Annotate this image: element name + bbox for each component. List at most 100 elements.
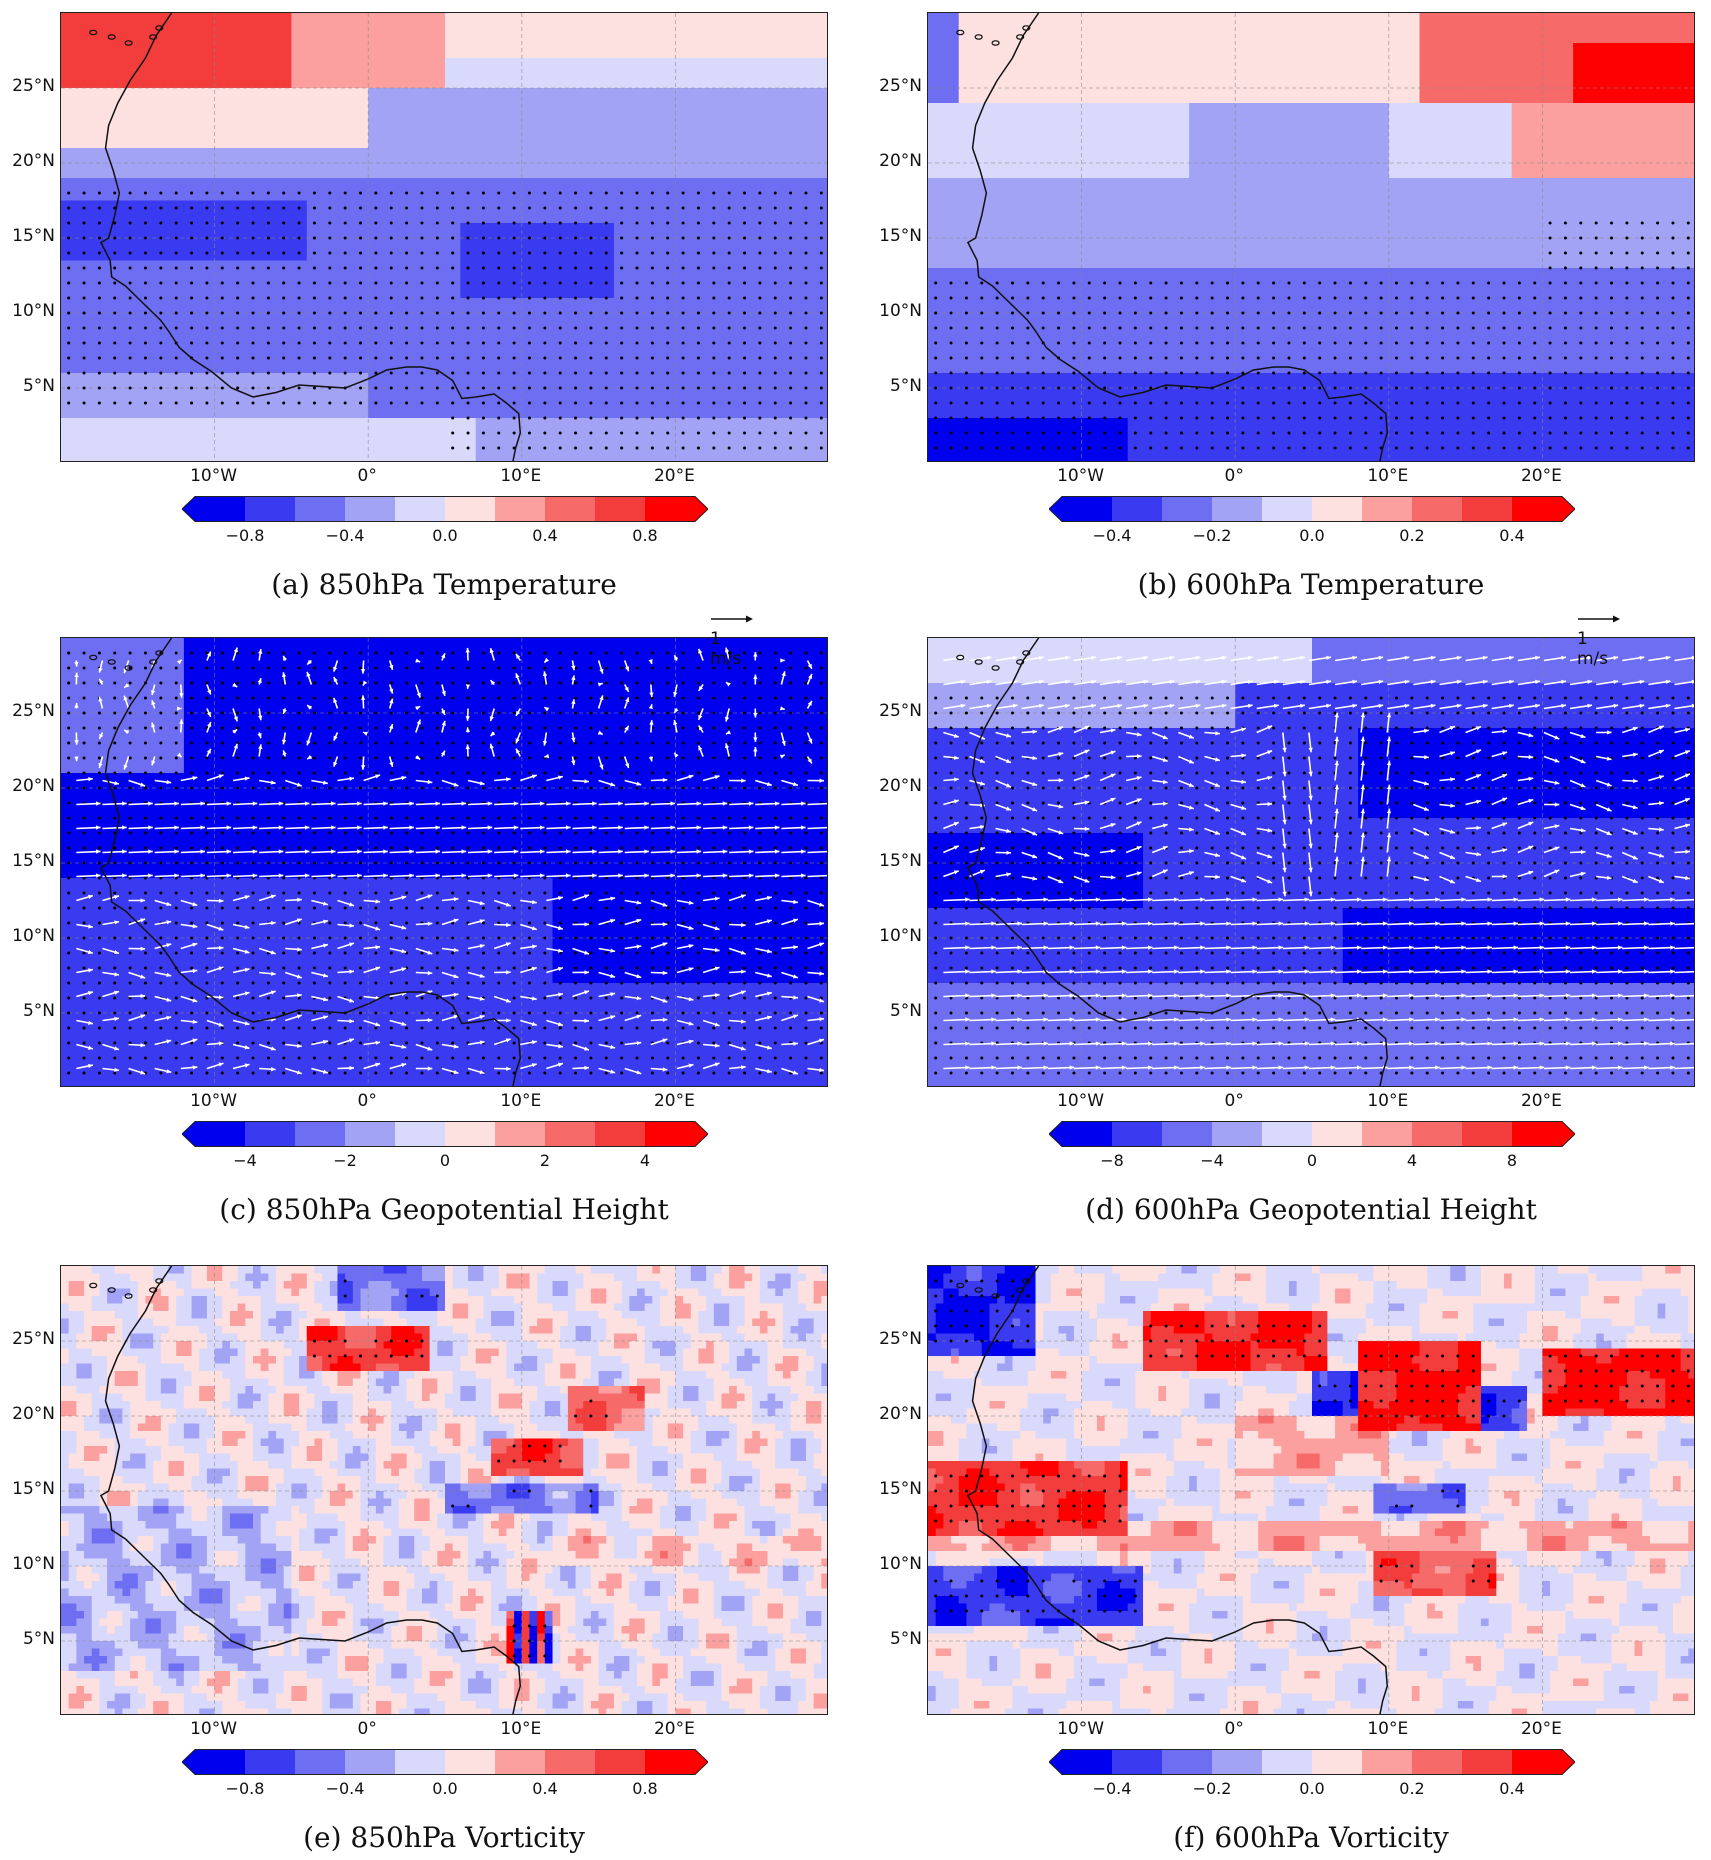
- field-cell: [398, 178, 408, 187]
- field-cell: [122, 238, 131, 247]
- field-cell: [375, 155, 385, 164]
- field-cell: [798, 283, 807, 292]
- field-cell: [107, 358, 116, 367]
- field-cell: [352, 80, 362, 89]
- field-cell: [821, 335, 827, 344]
- field-cell: [183, 163, 193, 172]
- field-cell: [352, 103, 362, 112]
- field-cell: [606, 275, 615, 284]
- field-cell: [383, 238, 392, 247]
- field-cell: [414, 268, 423, 277]
- field-cell: [91, 328, 100, 337]
- field-cell: [606, 73, 615, 82]
- field-cell: [660, 35, 669, 44]
- field-cell: [821, 13, 827, 22]
- field-cell: [76, 95, 85, 104]
- field-cell: [698, 178, 707, 187]
- field-cell: [805, 13, 815, 22]
- field-cell: [660, 140, 669, 149]
- field-cell: [414, 193, 423, 202]
- field-cell: [660, 118, 669, 127]
- field-cell: [721, 125, 730, 134]
- field-cell: [821, 268, 827, 277]
- field-cell: [698, 58, 707, 67]
- field-cell: [153, 155, 162, 164]
- field-cell: [406, 260, 415, 269]
- field-cell: [667, 275, 676, 284]
- field-cell: [690, 170, 700, 179]
- field-cell: [391, 178, 400, 187]
- field-cell: [107, 88, 116, 97]
- field-cell: [237, 260, 246, 269]
- field-cell: [268, 313, 277, 322]
- field-cell: [345, 118, 354, 127]
- field-cell: [483, 328, 492, 337]
- field-cell: [253, 365, 262, 374]
- field-cell: [445, 163, 454, 172]
- field-cell: [798, 163, 807, 172]
- field-cell: [521, 185, 531, 194]
- field-cell: [798, 208, 807, 217]
- field-cell: [268, 305, 277, 314]
- field-cell: [429, 200, 438, 209]
- field-cell: [276, 178, 285, 187]
- field-cell: [237, 365, 246, 374]
- field-cell: [191, 268, 200, 277]
- field-cell: [99, 185, 108, 194]
- field-cell: [299, 193, 308, 202]
- field-cell: [68, 358, 77, 367]
- field-cell: [145, 373, 154, 382]
- field-cell: [107, 43, 116, 52]
- field-cell: [752, 373, 761, 382]
- field-cell: [299, 163, 308, 172]
- field-cell: [752, 50, 761, 59]
- field-cell: [145, 88, 154, 97]
- field-cell: [767, 185, 776, 194]
- field-cell: [222, 170, 231, 179]
- field-cell: [575, 118, 584, 127]
- field-cell: [191, 43, 200, 52]
- field-cell: [629, 155, 638, 164]
- field-cell: [491, 88, 500, 97]
- field-cell: [683, 88, 692, 97]
- field-cell: [521, 28, 531, 37]
- field-cell: [706, 35, 715, 44]
- field-cell: [744, 185, 753, 194]
- field-cell: [183, 245, 193, 254]
- field-cell: [99, 28, 108, 37]
- field-cell: [713, 193, 723, 202]
- field-cell: [229, 73, 239, 82]
- field-cell: [629, 163, 638, 172]
- field-cell: [84, 335, 93, 344]
- field-cell: [675, 148, 684, 157]
- field-cell: [391, 238, 400, 247]
- field-cell: [168, 58, 177, 67]
- field-cell: [84, 193, 93, 202]
- field-cell: [521, 193, 531, 202]
- field-cell: [352, 13, 362, 22]
- field-cell: [107, 73, 116, 82]
- field-cell: [483, 170, 492, 179]
- field-cell: [276, 28, 285, 37]
- field-cell: [514, 50, 523, 59]
- field-cell: [199, 305, 208, 314]
- field-cell: [398, 305, 408, 314]
- field-cell: [337, 238, 346, 247]
- field-cell: [99, 230, 108, 239]
- field-cell: [61, 350, 70, 359]
- field-cell: [606, 50, 615, 59]
- field-cell: [782, 185, 792, 194]
- field-cell: [306, 343, 316, 352]
- field-cell: [598, 260, 607, 269]
- field-cell: [352, 185, 362, 194]
- field-cell: [506, 335, 515, 344]
- field-cell: [537, 335, 546, 344]
- field-cell: [744, 365, 753, 374]
- field-cell: [391, 275, 400, 284]
- field-cell: [537, 185, 546, 194]
- field-cell: [398, 290, 408, 299]
- field-cell: [291, 238, 300, 247]
- field-cell: [99, 335, 108, 344]
- field-cell: [667, 290, 676, 299]
- field-cell: [114, 155, 124, 164]
